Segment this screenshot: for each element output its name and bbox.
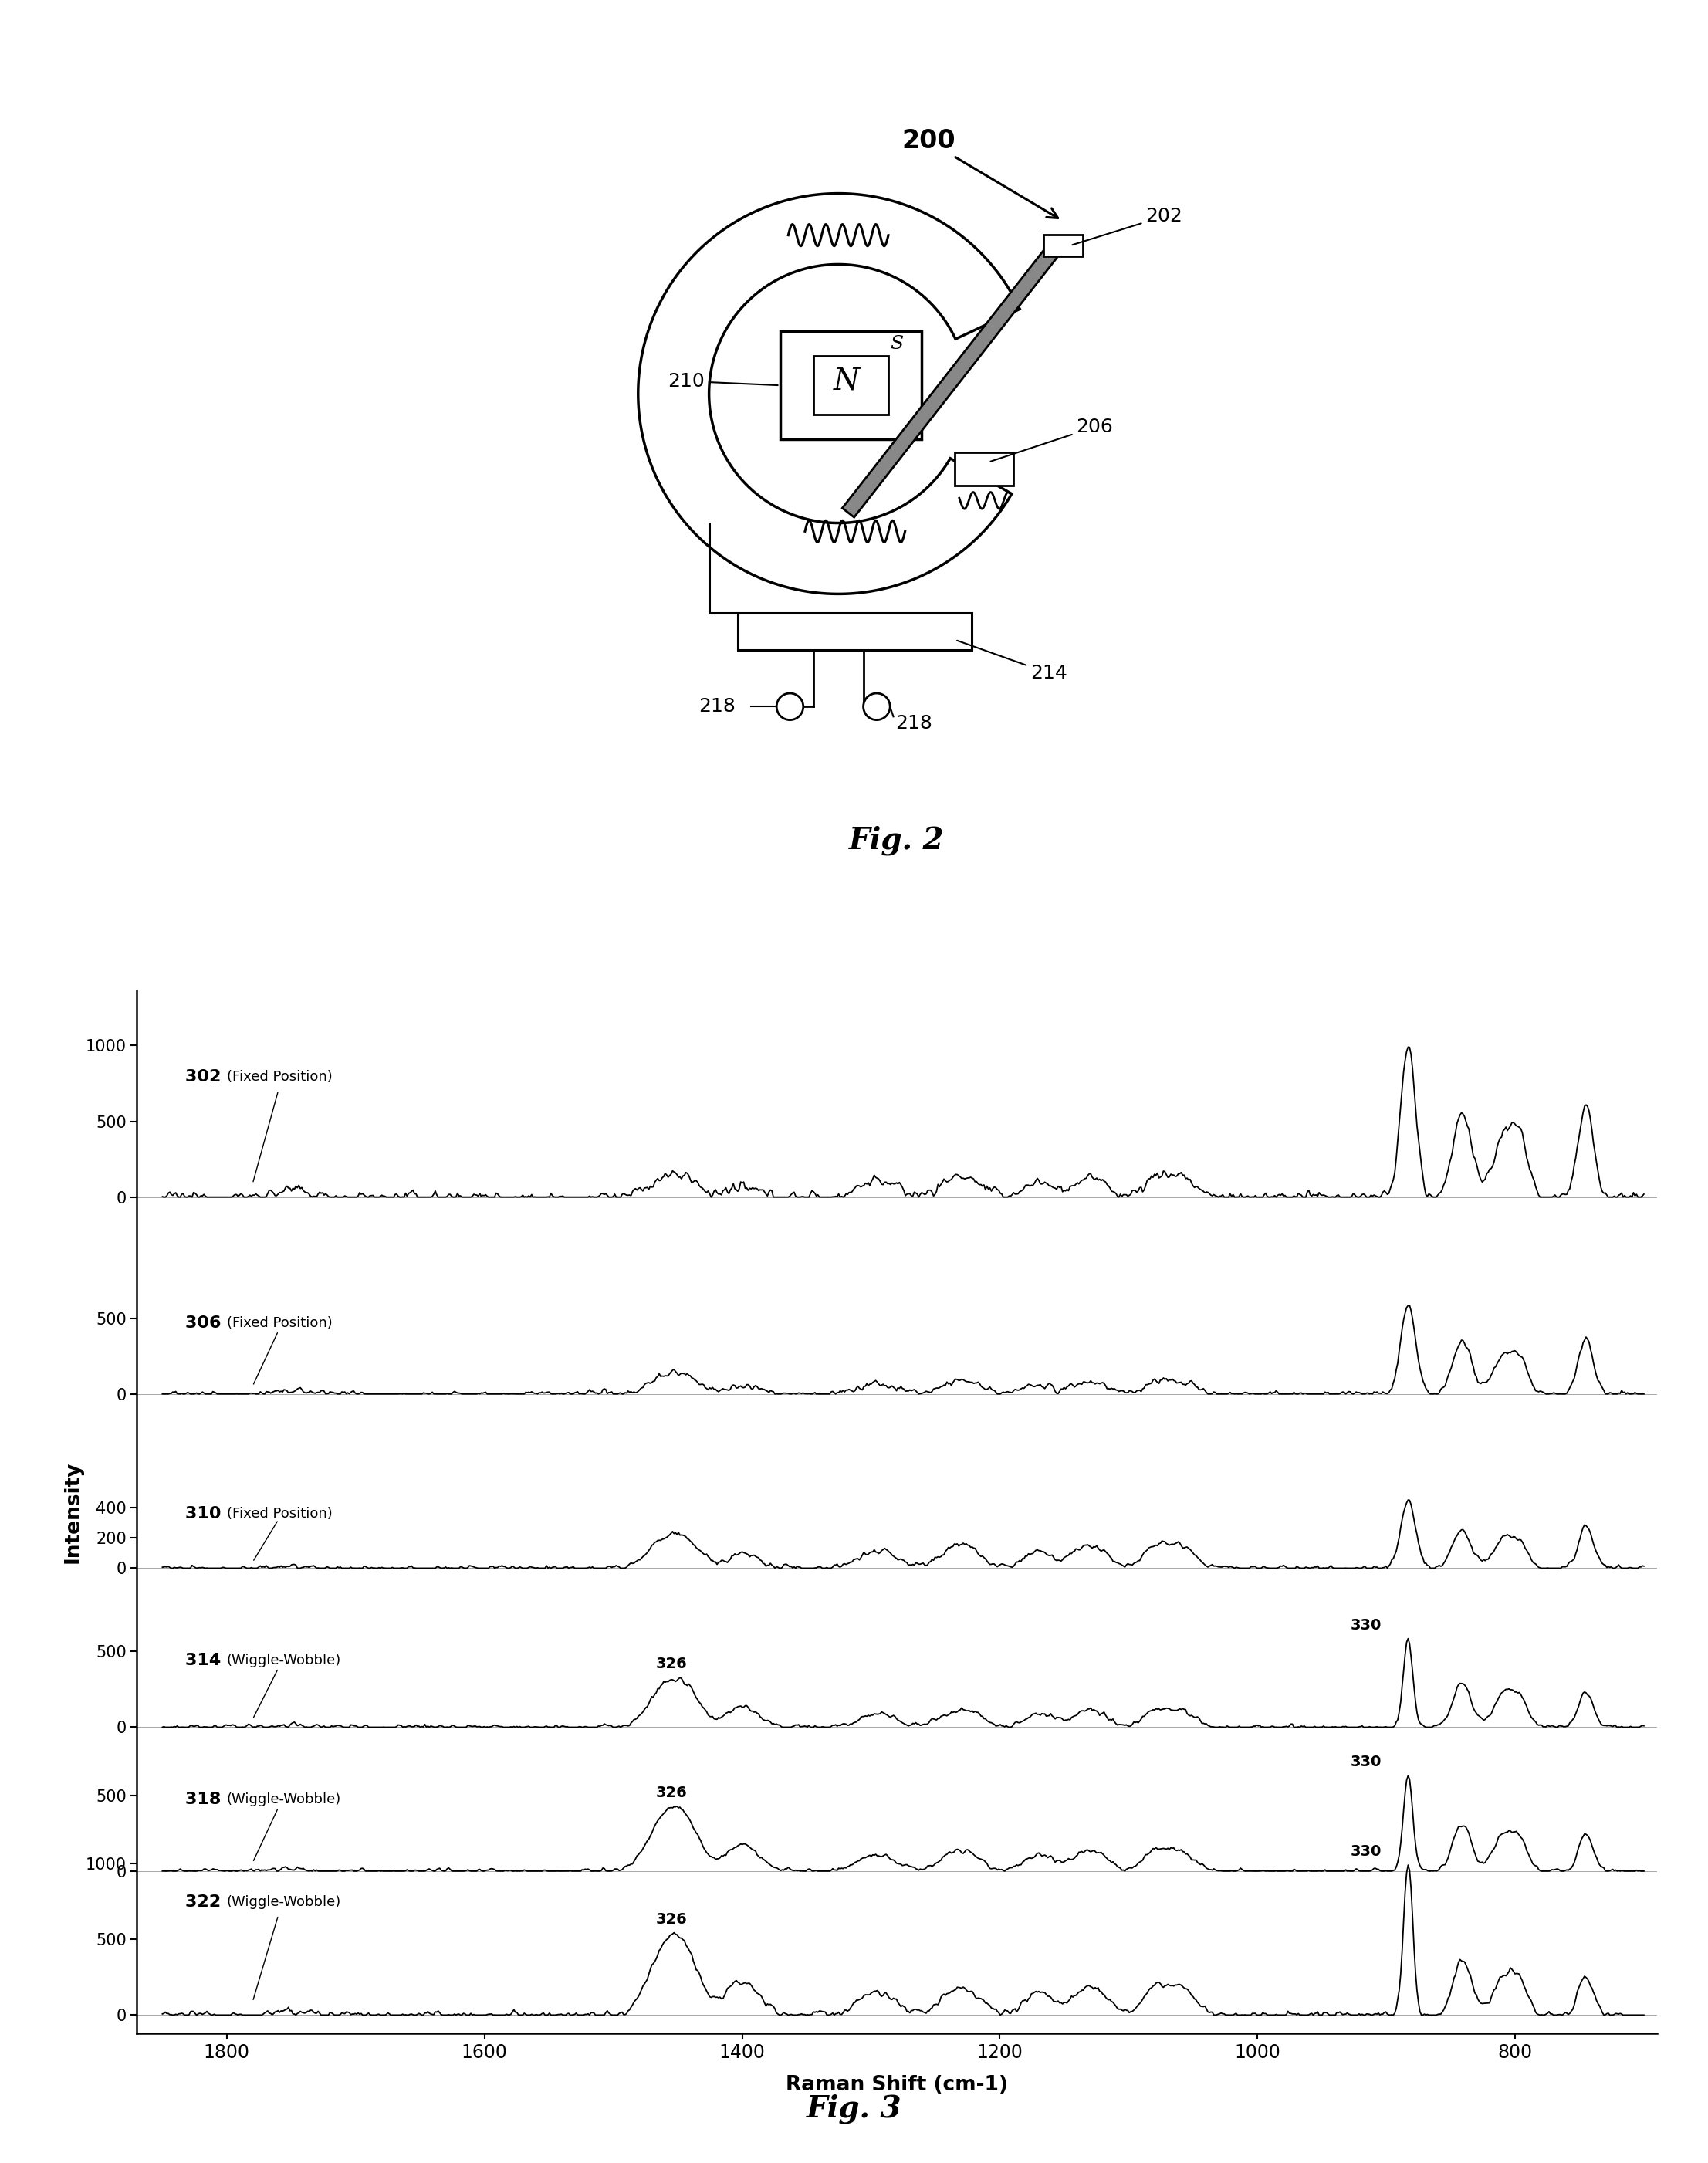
Text: 330: 330 [1349, 1754, 1382, 1769]
Text: 218: 218 [699, 696, 736, 716]
Polygon shape [842, 244, 1059, 517]
Text: 314: 314 [184, 1653, 227, 1668]
Text: 306: 306 [184, 1315, 227, 1330]
Text: Fig. 3: Fig. 3 [806, 2094, 902, 2124]
Polygon shape [781, 331, 922, 439]
Text: (Wiggle-Wobble): (Wiggle-Wobble) [227, 1653, 342, 1668]
Circle shape [777, 692, 803, 720]
Text: (Wiggle-Wobble): (Wiggle-Wobble) [227, 1895, 342, 1908]
Text: S: S [890, 335, 904, 353]
Polygon shape [813, 357, 888, 415]
Text: 330: 330 [1349, 1618, 1382, 1633]
X-axis label: Raman Shift (cm-1): Raman Shift (cm-1) [786, 2074, 1008, 2096]
Y-axis label: Intensity: Intensity [63, 1460, 82, 1564]
Text: 218: 218 [895, 714, 933, 733]
Text: (Fixed Position): (Fixed Position) [227, 1071, 333, 1084]
Text: N: N [834, 368, 859, 396]
Text: 206: 206 [991, 417, 1114, 461]
Text: 202: 202 [1073, 208, 1182, 244]
Text: (Fixed Position): (Fixed Position) [227, 1315, 333, 1330]
Text: (Fixed Position): (Fixed Position) [227, 1508, 333, 1521]
Text: 318: 318 [184, 1791, 227, 1806]
Polygon shape [1044, 234, 1083, 257]
Polygon shape [955, 452, 1013, 485]
Text: 210: 210 [668, 372, 777, 392]
Text: 326: 326 [656, 1912, 687, 1927]
Text: 326: 326 [656, 1657, 687, 1672]
Text: 302: 302 [184, 1069, 227, 1086]
Text: 214: 214 [956, 640, 1068, 684]
Text: Fig. 2: Fig. 2 [849, 826, 945, 854]
Polygon shape [639, 193, 1020, 595]
Text: 322: 322 [184, 1895, 227, 1910]
Text: (Wiggle-Wobble): (Wiggle-Wobble) [227, 1793, 342, 1806]
Text: 326: 326 [656, 1784, 687, 1800]
Polygon shape [738, 612, 972, 651]
Text: 330: 330 [1349, 1845, 1382, 1858]
Circle shape [863, 692, 890, 720]
Text: 310: 310 [184, 1505, 227, 1521]
Text: 200: 200 [902, 128, 1057, 218]
